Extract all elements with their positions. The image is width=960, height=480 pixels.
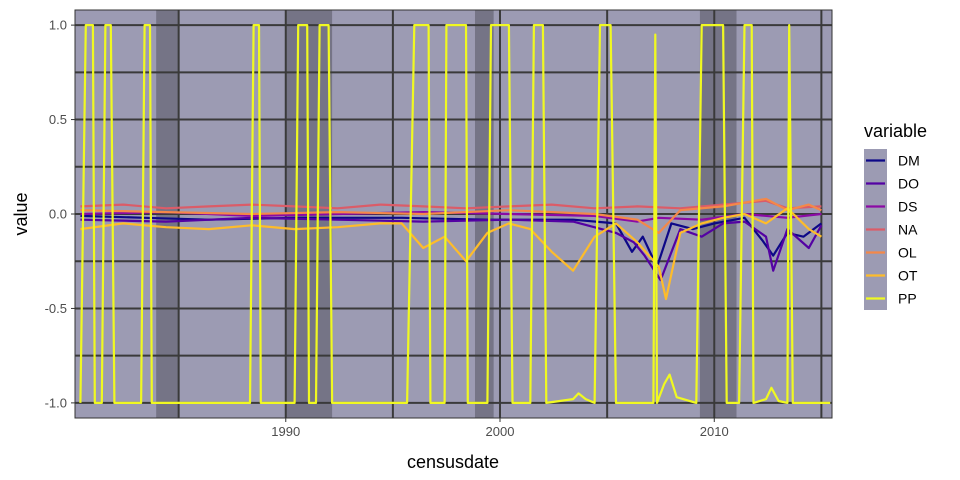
legend-title: variable [864, 121, 927, 141]
legend-label: NA [898, 222, 918, 238]
legend-item-dm: DM [864, 149, 920, 172]
series-line-dm [80, 214, 823, 268]
y-tick-label: 1.0 [49, 18, 67, 33]
legend-item-pp: PP [864, 287, 917, 310]
legend: variable DM DO DS NA OL OT PP [864, 121, 927, 310]
legend-item-ds: DS [864, 195, 917, 218]
series-line-ol [80, 197, 822, 234]
x-axis: 1990 2000 2010 [271, 418, 729, 439]
legend-label: DS [898, 199, 917, 215]
legend-item-na: NA [864, 218, 918, 241]
legend-label: PP [898, 291, 917, 307]
series-line-pp [79, 24, 831, 404]
legend-label: OT [898, 268, 918, 284]
legend-label: OL [898, 245, 917, 261]
x-tick-label: 2010 [700, 424, 729, 439]
legend-item-ol: OL [864, 241, 917, 264]
x-tick-label: 1990 [271, 424, 300, 439]
series-line-do [80, 216, 823, 282]
x-tick-label: 2000 [486, 424, 515, 439]
y-tick-label: 0.0 [49, 207, 67, 222]
y-tick-label: 0.5 [49, 112, 67, 127]
legend-item-do: DO [864, 172, 919, 195]
y-tick-label: -0.5 [45, 301, 67, 316]
series-line-ot [80, 207, 822, 301]
y-tick-label: -1.0 [45, 395, 67, 410]
legend-label: DM [898, 153, 920, 169]
legend-item-ot: OT [864, 264, 918, 287]
plot-panel [74, 9, 833, 419]
legend-label: DO [898, 176, 919, 192]
y-axis-title: value [11, 192, 31, 235]
x-axis-title: censusdate [407, 452, 499, 472]
y-axis: 1.0 0.5 0.0 -0.5 -1.0 [45, 18, 75, 410]
